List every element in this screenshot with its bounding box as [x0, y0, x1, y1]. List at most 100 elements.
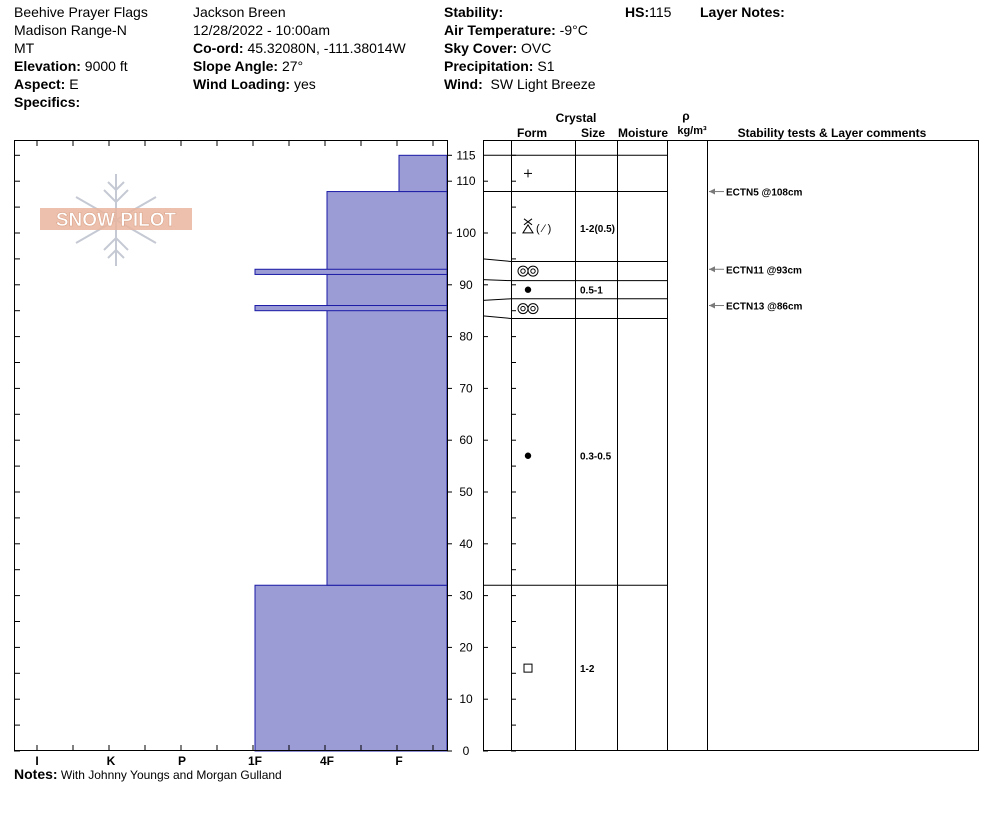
hardness-label-1f: 1F	[248, 754, 262, 768]
wind-loading-value: yes	[293, 76, 316, 92]
stability-tests: ECTN5 @108cm ECTN11 @93cm ECTN13 @86cm	[709, 188, 803, 313]
hardness-plot-frame	[14, 140, 448, 751]
wind-value: SW Light Breeze	[490, 76, 596, 92]
layer-table-columns	[511, 140, 708, 751]
notes-label: Notes:	[14, 766, 58, 782]
stability-test: ECTN13 @86cm	[709, 302, 803, 313]
faceted-crystals-icon	[523, 663, 533, 673]
header-hs: HS:115	[625, 3, 671, 21]
stability-test-label: ECTN5 @108cm	[726, 188, 803, 199]
rounded-grains-icon	[524, 286, 532, 293]
coord-label: Co-ord:	[193, 40, 244, 56]
precip-label: Precipitation:	[444, 58, 534, 74]
layer-table-ticks	[483, 154, 516, 752]
hardness-layers	[254, 154, 448, 752]
notes: Notes: With Johnny Youngs and Morgan Gul…	[14, 766, 282, 782]
layer-boundary-link	[482, 298, 512, 301]
hardness-label-i: I	[35, 754, 38, 768]
header-location: Beehive Prayer Flags	[14, 4, 148, 20]
hs-value: 115	[649, 4, 672, 20]
hardness-bar	[254, 268, 448, 275]
header-elevation: Elevation: 9000 ft	[14, 57, 128, 75]
hardness-bar	[326, 191, 448, 586]
header-datetime: 12/28/2022 - 10:00am	[193, 22, 330, 38]
specifics-label: Specifics:	[14, 94, 81, 110]
aspect-value: E	[69, 76, 79, 92]
layer-table-frame	[483, 140, 979, 751]
header-layer-notes: Layer Notes:	[700, 3, 785, 21]
layer-boundaries	[482, 154, 667, 586]
layer-size-label: 1-2	[580, 664, 595, 675]
stability-label: Stability:	[444, 4, 504, 20]
header-specifics: Specifics:	[14, 93, 80, 111]
air-temp-label: Air Temperature:	[444, 22, 556, 38]
depth-label: 60	[459, 433, 473, 447]
depth-label: 70	[459, 381, 473, 395]
hardness-label-p: P	[178, 754, 186, 768]
header-form: Form	[517, 126, 547, 140]
layer-notes-label: Layer Notes:	[700, 4, 785, 20]
depth-label: 115	[456, 148, 475, 162]
header-aspect: Aspect: E	[14, 75, 79, 93]
elevation-value: 9000 ft	[84, 58, 128, 74]
depth-label: 20	[459, 640, 473, 654]
depth-label: 110	[456, 174, 475, 188]
layer-boundary-link	[482, 279, 512, 282]
layer-boundary-link	[482, 258, 512, 262]
layer-forms: ( ⁄ )	[517, 169, 551, 673]
layer-sizes: 1-2(0.5) 0.5-1 0.3-0.5 1-2	[580, 224, 615, 675]
air-temp-value: -9°C	[559, 22, 588, 38]
hs-label: HS:	[625, 4, 650, 20]
hardness-bar	[398, 154, 448, 193]
wind-loading-label: Wind Loading:	[193, 76, 291, 92]
stability-test: ECTN5 @108cm	[709, 188, 803, 199]
header-range: Madison Range-N	[14, 22, 127, 38]
sky-value: OVC	[521, 40, 552, 56]
stability-test-label: ECTN11 @93cm	[726, 265, 802, 276]
header-state: MT	[14, 40, 35, 56]
header-observer: Jackson Breen	[193, 4, 286, 20]
header-sky: Sky Cover: OVC	[444, 39, 551, 57]
header-slope: Slope Angle: 27°	[193, 57, 303, 75]
rounded-grains-icon	[524, 452, 532, 459]
slope-label: Slope Angle:	[193, 58, 279, 74]
hardness-label-f: F	[395, 754, 402, 768]
header-air-temp: Air Temperature: -9°C	[444, 21, 588, 39]
depth-label: 50	[459, 485, 473, 499]
elevation-label: Elevation:	[14, 58, 81, 74]
depth-label: 10	[459, 692, 473, 706]
stability-arrowhead	[709, 188, 715, 195]
hardness-axis: I K P 1F 4F F	[14, 140, 434, 768]
notes-text: With Johnny Youngs and Morgan Gulland	[60, 768, 282, 782]
depth-label: 90	[459, 278, 473, 292]
stability-arrowhead	[709, 302, 715, 309]
hardness-bar	[254, 584, 448, 752]
header-moisture: Moisture	[618, 126, 668, 140]
depth-axis: 0 10 20 30 40 50 60 70 80 90 100 110 115	[447, 148, 476, 758]
header-precip: Precipitation: S1	[444, 57, 554, 75]
header-wind: Wind: SW Light Breeze	[444, 75, 596, 93]
wind-label: Wind:	[444, 76, 483, 92]
melt-freeze-crust-icon	[517, 265, 539, 277]
header-coord: Co-ord: 45.32080N, -111.38014W	[193, 39, 406, 57]
logo-banner	[40, 208, 192, 230]
layer-size-label: 1-2(0.5)	[580, 224, 615, 235]
depth-label: 30	[459, 589, 473, 603]
coord-value: 45.32080N, -111.38014W	[247, 40, 406, 56]
layer-size-label: 0.5-1	[580, 286, 603, 297]
layer-size-label: 0.3-0.5	[580, 452, 612, 463]
header-wind-loading: Wind Loading: yes	[193, 75, 316, 93]
header-size: Size	[581, 126, 605, 140]
snowpilot-logo: SNOW PILOT	[40, 174, 192, 266]
depth-label: 80	[459, 330, 473, 344]
stability-test-label: ECTN13 @86cm	[726, 302, 803, 313]
header-stability-comments: Stability tests & Layer comments	[738, 126, 927, 140]
faceted-rounded-secondary: ( ⁄ )	[536, 223, 551, 235]
faceted-rounded-icon: ( ⁄ )	[522, 218, 551, 235]
aspect-label: Aspect:	[14, 76, 66, 92]
header-rho: ρ	[682, 109, 689, 123]
depth-label: 40	[459, 537, 473, 551]
stability-arrowhead	[709, 266, 715, 273]
slope-value: 27°	[281, 58, 304, 74]
